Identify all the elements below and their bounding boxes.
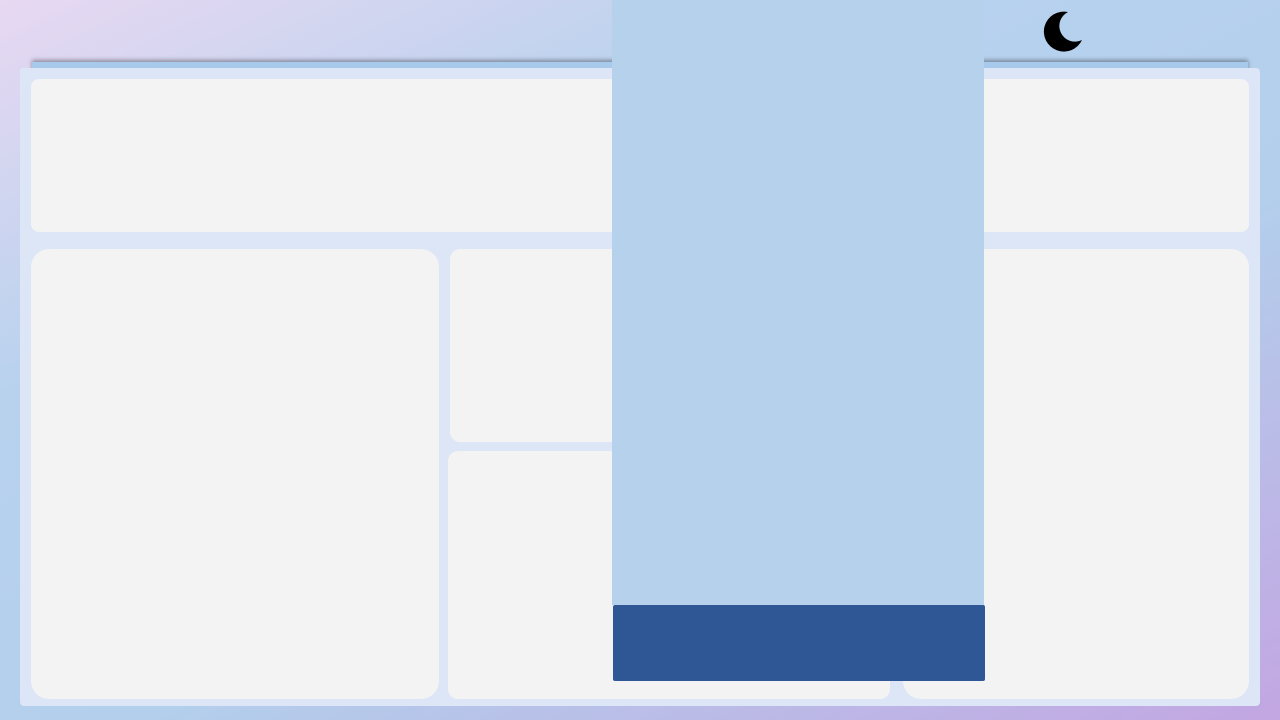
moon-icon	[1043, 11, 1082, 52]
theme-toggle-button[interactable]	[1038, 8, 1084, 54]
overlay-panel	[612, 0, 984, 605]
left-panel-card	[31, 249, 439, 699]
overlay-footer-button[interactable]	[613, 605, 985, 681]
